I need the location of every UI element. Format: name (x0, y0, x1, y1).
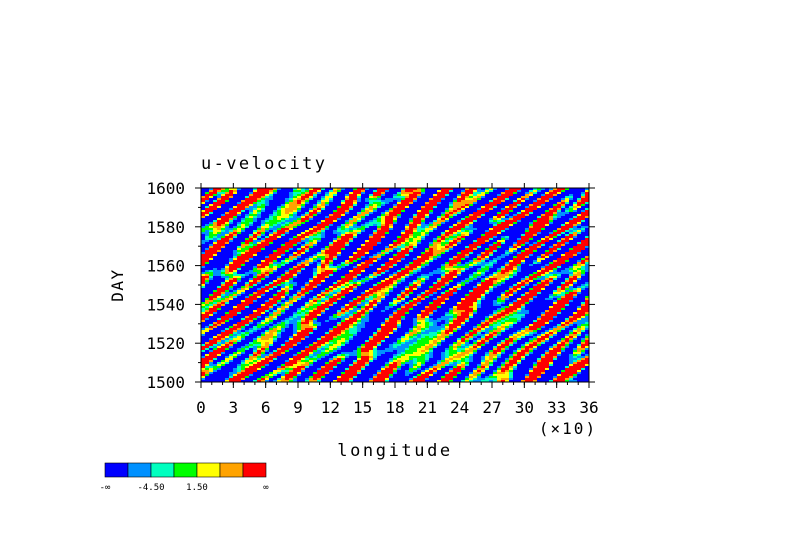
colorbar-swatch (196, 462, 221, 478)
x-axis-ticks: 0 3 6 9 12 15 18 21 24 27 30 33 36 (196, 183, 599, 417)
colorbar-swatch (173, 462, 198, 478)
colorbar-swatch (104, 462, 129, 478)
y-tick-label: 1580 (146, 218, 185, 237)
x-tick-label: 24 (450, 398, 469, 417)
y-tick-label: 1560 (146, 257, 185, 276)
y-axis-label: DAY (108, 268, 127, 301)
heatmap-field (201, 188, 589, 382)
colorbar-swatch (150, 462, 175, 478)
y-tick-label: 1500 (146, 373, 185, 392)
colorbar: -∞ -4.50 1.50 ∞ (100, 462, 269, 493)
x-tick-label: 27 (482, 398, 501, 417)
x-tick-label: 36 (579, 398, 598, 417)
x-tick-label: 18 (385, 398, 404, 417)
x-tick-label: 30 (515, 398, 534, 417)
y-axis-ticks: 1500 1520 1540 1560 1580 1600 (146, 179, 595, 392)
x-axis-label: longitude (337, 441, 453, 461)
colorbar-label: -∞ (100, 483, 111, 493)
y-tick-label: 1540 (146, 295, 185, 314)
x-tick-label: 0 (196, 398, 206, 417)
x-tick-label: 6 (261, 398, 271, 417)
colorbar-swatch (242, 462, 267, 478)
x-tick-label: 9 (293, 398, 303, 417)
colorbar-label: ∞ (263, 483, 269, 493)
colorbar-swatch (219, 462, 244, 478)
x-tick-label: 12 (321, 398, 340, 417)
colorbar-swatch (127, 462, 152, 478)
chart-title: u-velocity (201, 154, 327, 174)
x-tick-label: 15 (353, 398, 372, 417)
y-tick-label: 1600 (146, 179, 185, 198)
colorbar-label: 1.50 (186, 483, 208, 493)
x-multiplier-label: (×10) (539, 419, 597, 438)
colorbar-label: -4.50 (137, 483, 164, 493)
x-tick-label: 33 (547, 398, 566, 417)
y-tick-label: 1520 (146, 334, 185, 353)
x-tick-label: 21 (418, 398, 437, 417)
x-tick-label: 3 (229, 398, 239, 417)
